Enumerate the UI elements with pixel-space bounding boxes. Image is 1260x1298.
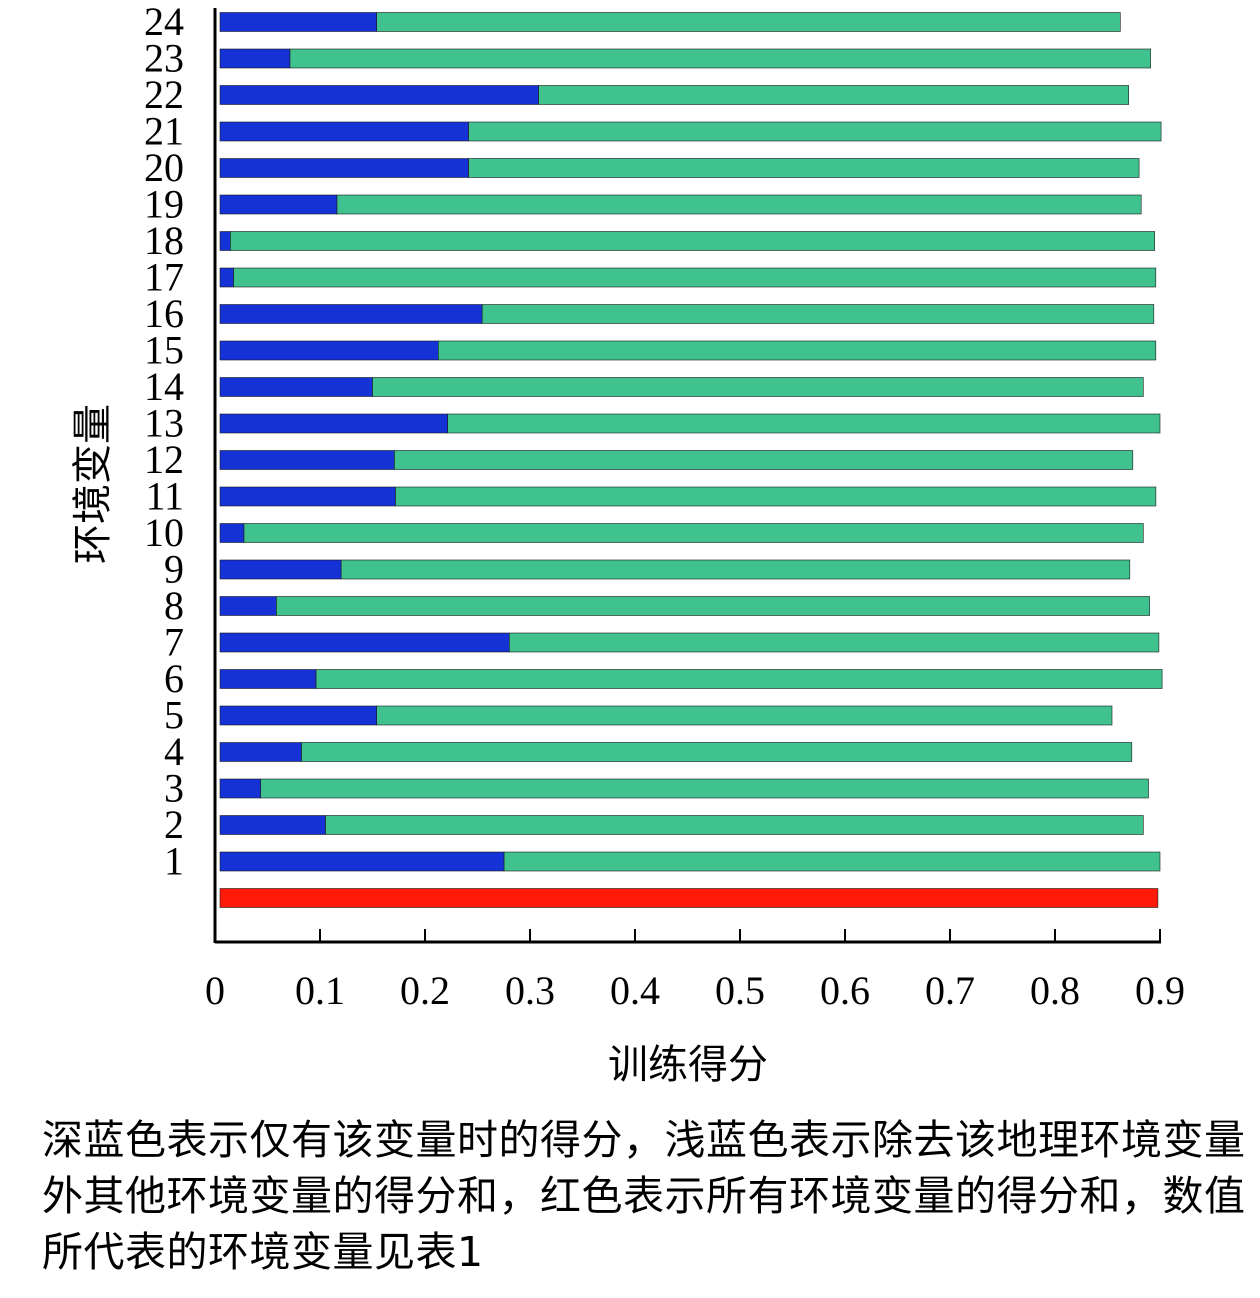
bar-10-series-1 xyxy=(219,523,245,543)
bar-9-series-1 xyxy=(219,559,342,580)
bar-19-series-2 xyxy=(336,194,1142,215)
bar-chart: 0 0.1 0.2 0.3 0.4 0.5 0.6 0.7 0.8 0.9 12345678910… xyxy=(70,0,1185,1088)
y-tick-label: 12 xyxy=(144,437,184,482)
bar-13-series-2 xyxy=(447,413,1161,434)
bar-24-series-2 xyxy=(376,12,1121,32)
y-tick-label: 7 xyxy=(164,620,184,665)
y-tick-label: 1 xyxy=(164,839,184,884)
bar-14-series-1 xyxy=(219,377,373,397)
y-tick-label: 8 xyxy=(164,583,184,628)
x-tick-label: 0.4 xyxy=(610,968,660,1013)
bar-6-series-1 xyxy=(219,669,317,689)
x-tick-label: 0.5 xyxy=(715,968,765,1013)
bar-22-series-1 xyxy=(219,85,539,105)
bar-2-series-2 xyxy=(325,815,1144,835)
x-tick-label: 0.1 xyxy=(295,968,345,1013)
y-tick-label: 11 xyxy=(145,474,184,519)
x-tick-label: 0.7 xyxy=(925,968,975,1013)
bar-18-series-1 xyxy=(219,231,231,251)
bar-6-series-2 xyxy=(315,669,1163,689)
bar-17-series-2 xyxy=(233,267,1157,288)
bars-layer xyxy=(219,12,1163,908)
y-tick-label: 3 xyxy=(164,766,184,811)
y-axis-title: 环境变量 xyxy=(70,404,116,564)
bar-5-series-1 xyxy=(219,705,377,726)
x-tick-label: 0.9 xyxy=(1135,968,1185,1013)
y-tick-label: 5 xyxy=(164,693,184,738)
bar-22-series-2 xyxy=(538,85,1129,105)
bar-9-series-2 xyxy=(340,559,1131,580)
bar-1-series-2 xyxy=(503,851,1161,872)
bar-12-series-2 xyxy=(394,450,1134,470)
bar-20-series-2 xyxy=(468,158,1140,178)
y-tick-label: 10 xyxy=(144,510,184,555)
x-ticks: 0 0.1 0.2 0.3 0.4 0.5 0.6 0.7 0.8 0.9 xyxy=(205,929,1185,1013)
bar-16-series-1 xyxy=(219,304,483,324)
x-tick-label: 0.6 xyxy=(820,968,870,1013)
y-tick-label: 22 xyxy=(144,72,184,117)
bar-20-series-1 xyxy=(219,158,469,178)
y-tick-label: 18 xyxy=(144,218,184,263)
y-tick-label: 16 xyxy=(144,291,184,336)
bar-13-series-1 xyxy=(219,413,448,434)
bar-8-series-2 xyxy=(276,596,1150,616)
bar-7-series-2 xyxy=(508,632,1160,653)
y-tick-label: 9 xyxy=(164,547,184,592)
y-tick-label: 21 xyxy=(144,109,184,154)
bar-7-series-1 xyxy=(219,632,510,653)
bar-3-series-2 xyxy=(260,778,1149,799)
bar-14-series-2 xyxy=(372,377,1144,397)
y-tick-label: 2 xyxy=(164,802,184,847)
y-tick-label: 14 xyxy=(144,364,184,409)
bar-23-series-2 xyxy=(289,48,1151,69)
x-tick-label: 0.2 xyxy=(400,968,450,1013)
x-tick-label: 0.8 xyxy=(1030,968,1080,1013)
y-tick-label: 24 xyxy=(144,0,184,44)
y-tick-label: 15 xyxy=(144,328,184,373)
y-tick-label: 13 xyxy=(144,401,184,446)
figure-caption: 深蓝色表示仅有该变量时的得分，浅蓝色表示除去该地理环境变量外其他环境变量的得分和… xyxy=(42,1116,1246,1276)
bar-12-series-1 xyxy=(219,450,395,470)
bar-19-series-1 xyxy=(219,194,338,215)
y-tick-label: 20 xyxy=(144,145,184,190)
x-tick-label: 0.3 xyxy=(505,968,555,1013)
bar-4-series-1 xyxy=(219,742,302,762)
bar-18-series-2 xyxy=(230,231,1155,251)
y-tick-label: 17 xyxy=(144,255,184,300)
y-tick-label: 19 xyxy=(144,182,184,227)
y-tick-label: 6 xyxy=(164,656,184,701)
bar-2-series-1 xyxy=(219,815,326,835)
bar-16-series-2 xyxy=(481,304,1155,324)
y-tick-label: 23 xyxy=(144,36,184,81)
bar-11-series-2 xyxy=(395,486,1157,507)
bar-23-series-1 xyxy=(219,48,291,69)
y-tick-label: 4 xyxy=(164,729,184,774)
bar-24-series-1 xyxy=(219,12,377,32)
bar-8-series-1 xyxy=(219,596,277,616)
x-tick-label: 0 xyxy=(205,968,225,1013)
bar-21-series-2 xyxy=(468,121,1162,142)
bar-21-series-1 xyxy=(219,121,469,142)
bar-10-series-2 xyxy=(243,523,1144,543)
bar-all-series-3 xyxy=(219,888,1159,908)
bar-11-series-1 xyxy=(219,486,396,507)
bar-15-series-2 xyxy=(437,340,1157,361)
bar-4-series-2 xyxy=(301,742,1133,762)
bar-5-series-2 xyxy=(376,705,1113,726)
bar-15-series-1 xyxy=(219,340,439,361)
bar-17-series-1 xyxy=(219,267,234,288)
x-axis-title: 训练得分 xyxy=(608,1042,768,1088)
bar-1-series-1 xyxy=(219,851,505,872)
bar-3-series-1 xyxy=(219,778,262,799)
